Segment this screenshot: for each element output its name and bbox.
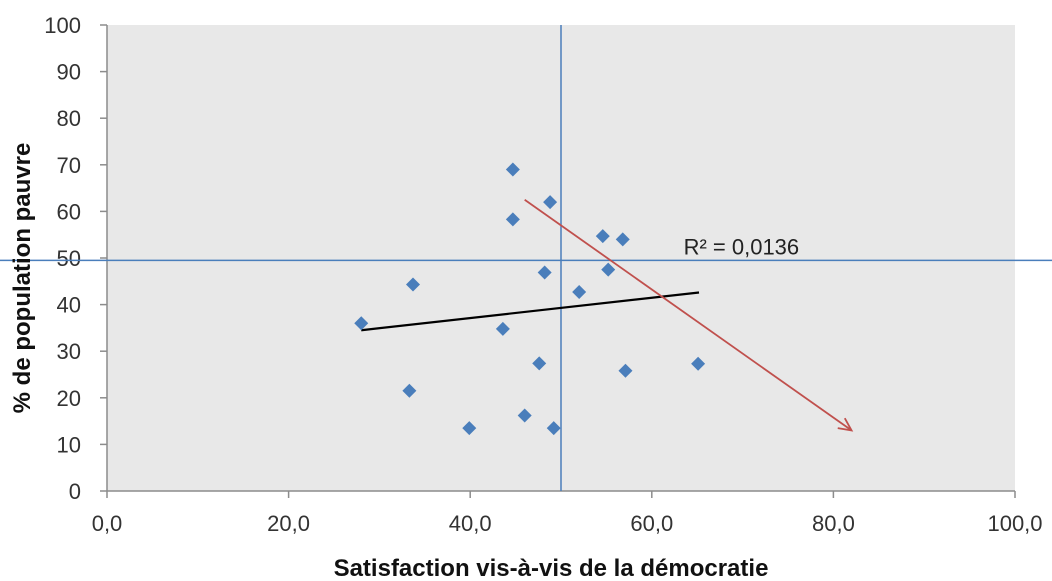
- x-tick-label: 60,0: [630, 511, 673, 536]
- data-point: [405, 277, 420, 292]
- y-tick-label: 70: [57, 153, 81, 178]
- x-tick-label: 0,0: [92, 511, 123, 536]
- y-tick-label: 100: [44, 13, 81, 38]
- data-points: [354, 162, 706, 436]
- data-point: [505, 212, 520, 227]
- data-point: [505, 162, 520, 177]
- data-point: [615, 232, 630, 247]
- trendline-layer: [361, 291, 700, 332]
- reference-lines: [0, 25, 1052, 491]
- arrow-layer: [524, 199, 854, 432]
- x-axis-ticks: 0,0 20,0 40,0 60,0 80,0 100,0: [92, 491, 1043, 536]
- data-point: [402, 383, 417, 398]
- data-point: [495, 321, 510, 336]
- data-point: [543, 195, 558, 210]
- arrow-line: [524, 199, 853, 432]
- data-point: [691, 356, 706, 371]
- data-point: [537, 265, 552, 280]
- r-squared-annotation: R² = 0,0136: [684, 234, 800, 259]
- data-point: [595, 229, 610, 244]
- arrow-head: [837, 417, 854, 432]
- y-tick-label: 0: [69, 479, 81, 504]
- trendline: [361, 291, 700, 332]
- data-point: [532, 356, 547, 371]
- y-tick-label: 10: [57, 432, 81, 457]
- data-point: [618, 363, 633, 378]
- y-tick-label: 40: [57, 293, 81, 318]
- data-point: [517, 408, 532, 423]
- y-tick-label: 50: [57, 246, 81, 271]
- y-axis-title: % de population pauvre: [9, 143, 36, 414]
- y-tick-label: 30: [57, 339, 81, 364]
- y-tick-label: 80: [57, 106, 81, 131]
- data-point: [601, 262, 616, 277]
- x-axis-title: Satisfaction vis-à-vis de la démocratie: [334, 555, 769, 581]
- y-axis-ticks: 0 10 20 30 40 50 60 70 80 90 100: [44, 13, 107, 504]
- x-tick-label: 40,0: [449, 511, 492, 536]
- data-point: [354, 316, 369, 331]
- y-tick-label: 90: [57, 60, 81, 85]
- x-tick-label: 20,0: [267, 511, 310, 536]
- data-point: [462, 421, 477, 436]
- data-point: [572, 285, 587, 300]
- y-tick-label: 60: [57, 199, 81, 224]
- x-tick-label: 80,0: [812, 511, 855, 536]
- x-tick-label: 100,0: [987, 511, 1042, 536]
- y-tick-label: 20: [57, 386, 81, 411]
- data-point: [546, 421, 561, 436]
